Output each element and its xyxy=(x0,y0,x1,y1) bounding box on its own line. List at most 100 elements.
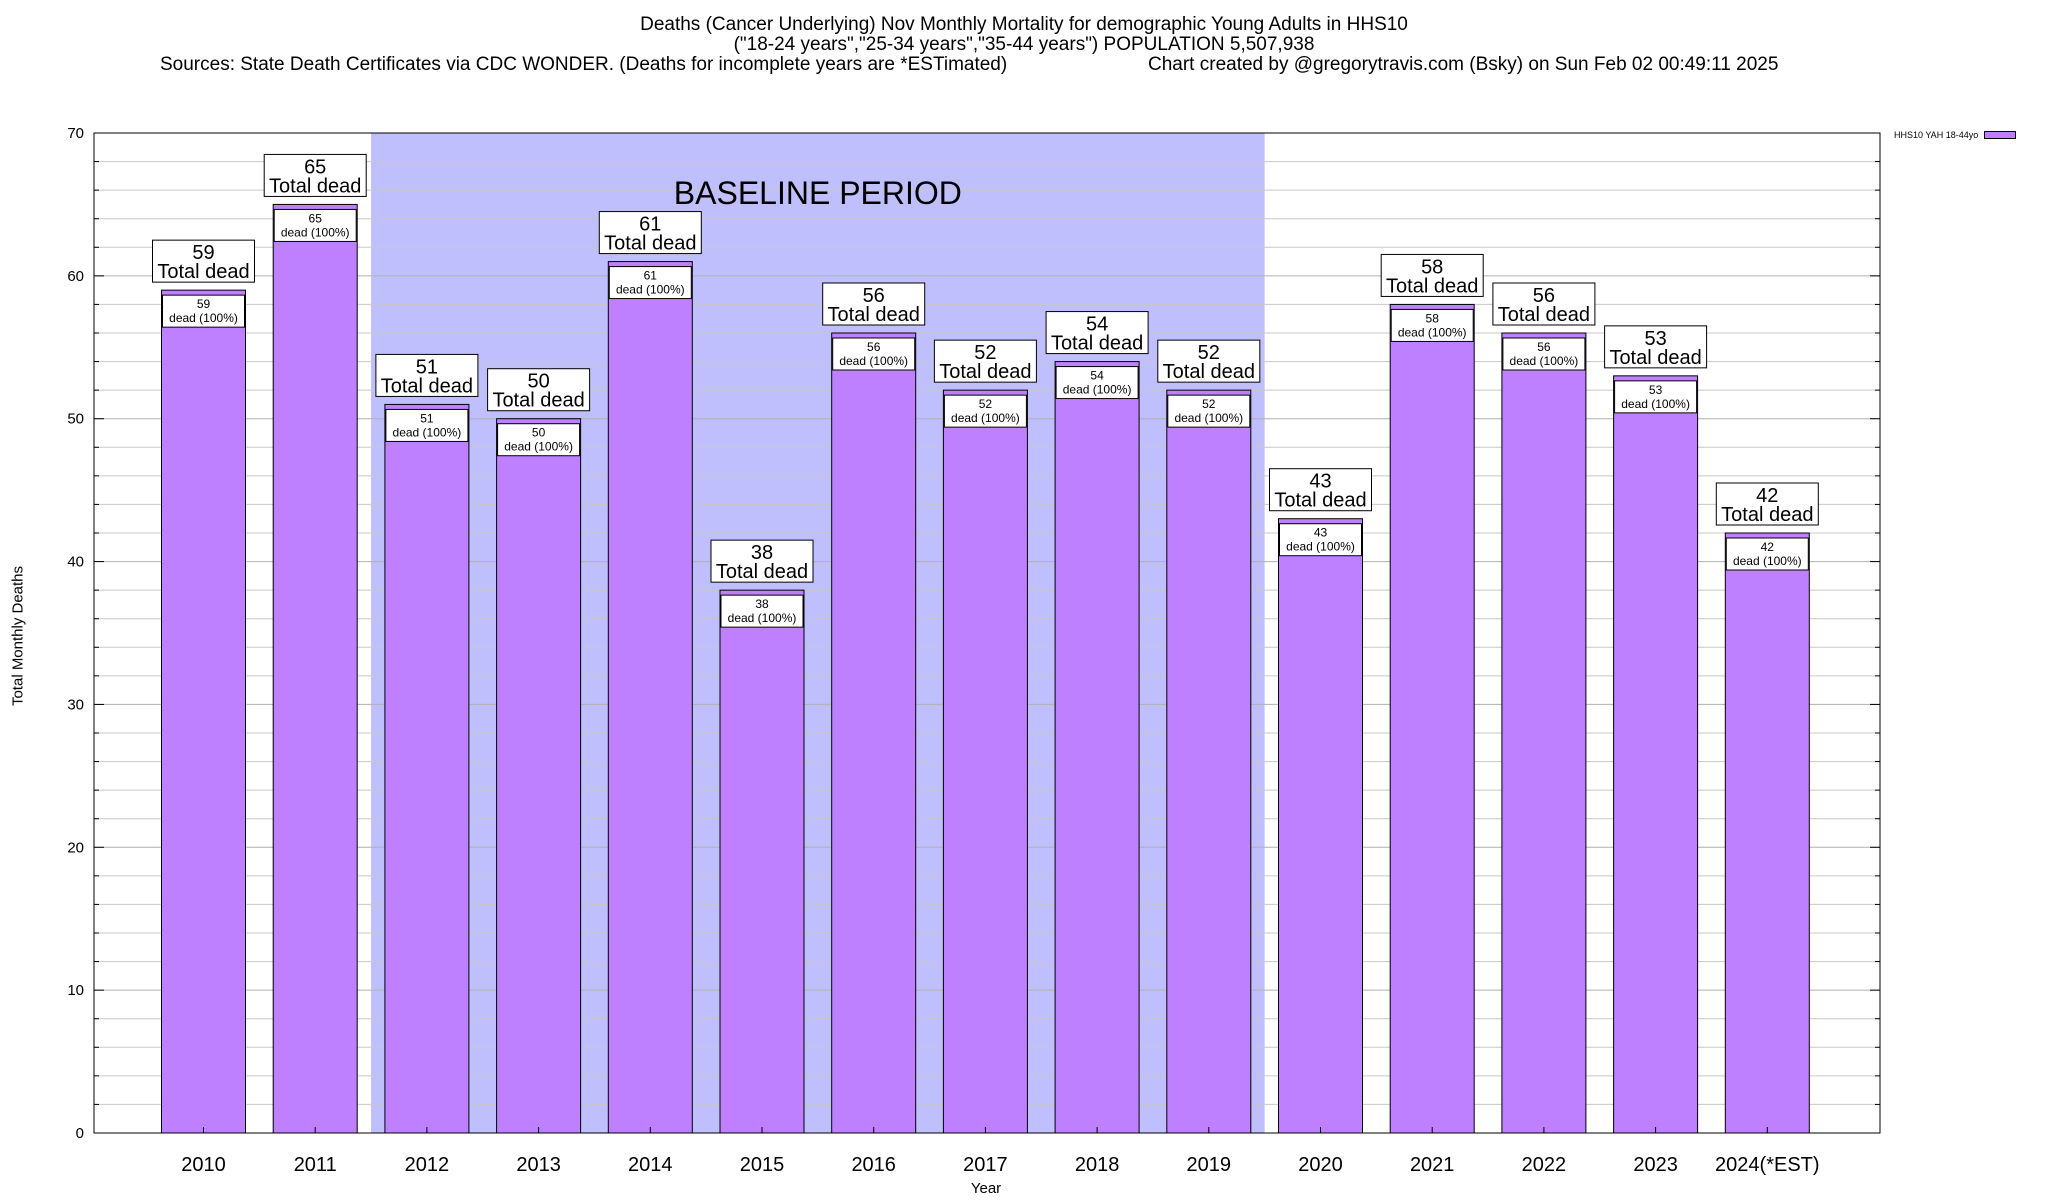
bar-total-label-box xyxy=(933,339,1037,383)
bar-inner-value-label: 56 xyxy=(867,340,881,354)
bar-inner-value-label: 51 xyxy=(420,411,434,425)
x-tick-label: 2019 xyxy=(1187,1154,1232,1176)
bar-total-dead-label: Total dead xyxy=(939,361,1031,383)
bar-inner-value-label: 43 xyxy=(1314,526,1328,540)
x-tick-label: 2012 xyxy=(405,1154,450,1176)
bar-inner-pct-label: dead (100%) xyxy=(393,425,462,439)
bar-total-value-label: 43 xyxy=(1309,471,1331,493)
bar xyxy=(607,261,693,1134)
bar xyxy=(831,332,917,1134)
bar-inner-value-label: 56 xyxy=(1537,340,1551,354)
bar-total-label-box xyxy=(1269,468,1372,512)
bar-total-value-label: 56 xyxy=(1533,285,1555,307)
bar-total-dead-label: Total dead xyxy=(1274,490,1366,512)
bar-total-value-label: 52 xyxy=(974,342,996,364)
bar-inner-pct-label: dead (100%) xyxy=(1286,540,1355,554)
bar-total-label-box xyxy=(1604,325,1708,369)
bar-total-value-label: 53 xyxy=(1644,328,1666,350)
bar-inner-label-box xyxy=(1390,308,1474,342)
bar-inner-pct-label: dead (100%) xyxy=(951,411,1020,425)
bar-total-dead-label: Total dead xyxy=(1163,361,1255,383)
bar-total-label-box xyxy=(487,368,591,412)
bar-inner-pct-label: dead (100%) xyxy=(169,311,238,325)
y-tick-label: 60 xyxy=(67,268,84,285)
chart-title: Deaths (Cancer Underlying) Nov Monthly M… xyxy=(640,14,1408,35)
bar-inner-value-label: 61 xyxy=(644,269,658,283)
bar-total-label-box xyxy=(1492,282,1596,326)
bar-inner-label-box xyxy=(1167,394,1251,428)
bar-total-label-box xyxy=(375,353,479,397)
bar-total-label-box xyxy=(710,539,814,583)
bar-inner-pct-label: dead (100%) xyxy=(1510,354,1579,368)
legend: HHS10 YAH 18-44yo xyxy=(1894,130,2017,140)
bar xyxy=(1724,532,1810,1134)
bar-total-label-box xyxy=(1715,482,1819,526)
bar-inner-label-box xyxy=(497,423,581,457)
x-tick-label: 2014 xyxy=(628,1154,673,1176)
bar-inner-label-box xyxy=(832,337,916,371)
bar-inner-value-label: 52 xyxy=(979,397,993,411)
bar-total-dead-label: Total dead xyxy=(269,175,361,197)
bar-total-dead-label: Total dead xyxy=(1498,304,1590,326)
bar-inner-value-label: 59 xyxy=(197,297,211,311)
chart-sources: Sources: State Death Certificates via CD… xyxy=(160,54,1008,75)
y-tick-label: 40 xyxy=(67,554,84,571)
bar xyxy=(1389,303,1475,1134)
y-tick-label: 0 xyxy=(76,1125,84,1142)
bar-inner-value-label: 58 xyxy=(1426,311,1440,325)
bar xyxy=(496,418,582,1134)
y-tick-label: 30 xyxy=(67,696,84,713)
bar-inner-label-box xyxy=(273,208,357,242)
bar-total-dead-label: Total dead xyxy=(716,561,808,583)
bar-inner-value-label: 53 xyxy=(1649,383,1663,397)
x-tick-label: 2017 xyxy=(963,1154,1008,1176)
x-tick-label: 2015 xyxy=(740,1154,785,1176)
bar-total-dead-label: Total dead xyxy=(1609,347,1701,369)
bar xyxy=(272,203,358,1134)
bar-total-label-box xyxy=(1157,339,1261,383)
bar-inner-value-label: 52 xyxy=(1202,397,1216,411)
bar-inner-value-label: 38 xyxy=(755,597,769,611)
bar-total-value-label: 56 xyxy=(863,285,885,307)
x-axis-label: Year xyxy=(970,1180,1002,1197)
x-tick-label: 2013 xyxy=(516,1154,561,1176)
bar-inner-value-label: 42 xyxy=(1761,540,1775,554)
bar-total-dead-label: Total dead xyxy=(604,233,696,255)
bar-inner-value-label: 65 xyxy=(309,211,323,225)
bar-total-value-label: 65 xyxy=(304,156,326,178)
bar-inner-pct-label: dead (100%) xyxy=(281,225,350,239)
bar-total-dead-label: Total dead xyxy=(1051,333,1143,355)
bar-total-value-label: 38 xyxy=(751,542,773,564)
bar xyxy=(719,589,805,1134)
bar-inner-label-box xyxy=(162,294,245,328)
bar-total-dead-label: Total dead xyxy=(828,304,920,326)
baseline-period-label: BASELINE PERIOD xyxy=(674,175,962,211)
bar-total-dead-label: Total dead xyxy=(1721,504,1813,526)
x-tick-label: 2024(*EST) xyxy=(1715,1154,1820,1176)
y-tick-label: 10 xyxy=(67,982,84,999)
bar-inner-label-box xyxy=(1725,537,1809,571)
bar-inner-label-box xyxy=(720,594,804,628)
bar-total-value-label: 52 xyxy=(1198,342,1220,364)
bar-total-value-label: 54 xyxy=(1086,314,1108,336)
bar-inner-pct-label: dead (100%) xyxy=(1174,411,1243,425)
bar-total-dead-label: Total dead xyxy=(492,390,584,412)
plot-frame xyxy=(93,132,1881,1134)
bar-total-dead-label: Total dead xyxy=(1386,275,1478,297)
y-tick-label: 70 xyxy=(67,125,84,142)
bar xyxy=(1166,389,1252,1134)
bar-inner-pct-label: dead (100%) xyxy=(1063,383,1132,397)
bar-inner-label-box xyxy=(1279,523,1362,557)
legend-swatch xyxy=(1984,131,2017,139)
x-tick-label: 2018 xyxy=(1075,1154,1120,1176)
bar-total-label-box xyxy=(1045,311,1149,355)
bar-total-label-box xyxy=(152,239,255,283)
bar-total-value-label: 51 xyxy=(416,356,438,378)
bar-inner-label-box xyxy=(1502,337,1586,371)
bar-inner-label-box xyxy=(385,408,469,442)
bar-inner-pct-label: dead (100%) xyxy=(1621,397,1690,411)
x-tick-label: 2021 xyxy=(1410,1154,1455,1176)
bar xyxy=(384,403,470,1134)
x-tick-label: 2016 xyxy=(851,1154,896,1176)
